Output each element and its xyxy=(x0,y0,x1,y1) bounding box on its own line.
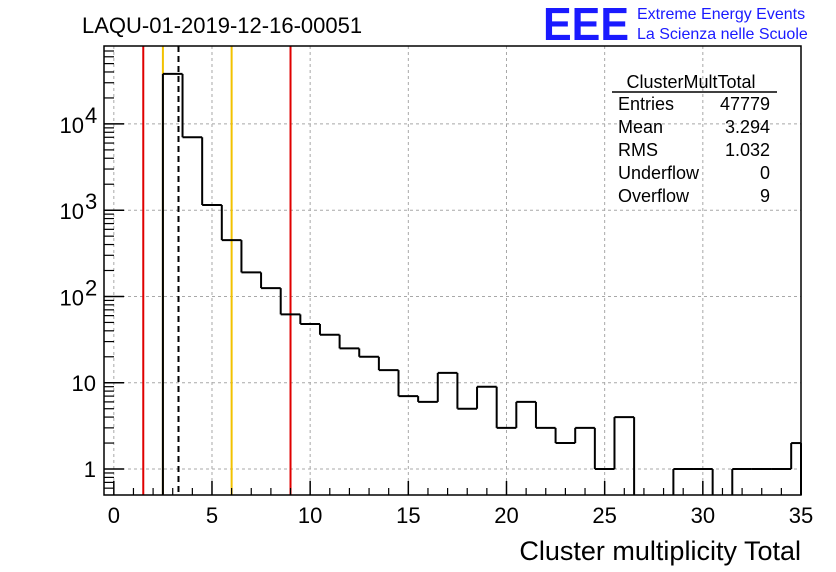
marker-lines xyxy=(142,46,292,495)
x-tick-label: 15 xyxy=(396,503,420,528)
x-tick-label: 30 xyxy=(691,503,715,528)
y-tick-exponent: 2 xyxy=(85,275,97,300)
x-tick-label: 25 xyxy=(592,503,616,528)
grid-lines xyxy=(104,46,802,495)
logo-line-1: Extreme Energy Events xyxy=(637,6,805,23)
x-tick-label: 5 xyxy=(206,503,218,528)
x-tick-label: 0 xyxy=(108,503,120,528)
stats-row-label: Underflow xyxy=(618,163,700,183)
y-tick-exponent: 3 xyxy=(85,189,97,214)
y-tick-label: 10 xyxy=(60,285,84,310)
stats-row-label: Entries xyxy=(618,94,674,114)
stats-row-label: RMS xyxy=(618,140,658,160)
stats-rows: Entries 47779 Mean 3.294 RMS 1.032 Underflow 0 O… xyxy=(618,94,770,206)
y-tick-label: 10 xyxy=(72,371,96,396)
chart-title: LAQU-01-2019-12-16-00051 xyxy=(82,13,362,38)
eee-logo-mark: EEE xyxy=(543,0,629,50)
stats-row-value: 9 xyxy=(760,186,770,206)
stats-row-value: 3.294 xyxy=(725,117,770,137)
stats-title: ClusterMultTotal xyxy=(626,72,755,92)
logo-line-2: La Scienza nelle Scuole xyxy=(637,26,808,43)
stats-row-value: 1.032 xyxy=(725,140,770,160)
stats-row-value: 0 xyxy=(760,163,770,183)
y-tick-exponent: 4 xyxy=(85,103,97,128)
x-tick-label: 20 xyxy=(494,503,518,528)
stats-row-value: 47779 xyxy=(720,94,770,114)
x-tick-label: 10 xyxy=(298,503,322,528)
y-tick-label: 10 xyxy=(60,199,84,224)
x-axis-label: Cluster multiplicity Total xyxy=(519,536,801,566)
eee-logo: EEE Extreme Energy Events La Scienza nel… xyxy=(543,0,808,50)
stats-box: ClusterMultTotal Entries 47779 Mean 3.294 RM… xyxy=(612,72,777,206)
x-axis: 0 5 10 15 20 25 30 35 xyxy=(108,481,813,528)
stats-row-label: Mean xyxy=(618,117,663,137)
x-tick-label: 35 xyxy=(789,503,813,528)
y-tick-label: 10 xyxy=(60,113,84,138)
histogram-series xyxy=(161,72,802,495)
y-tick-label: 1 xyxy=(84,457,96,482)
plot-frame xyxy=(103,45,802,496)
stats-row-label: Overflow xyxy=(618,186,690,206)
